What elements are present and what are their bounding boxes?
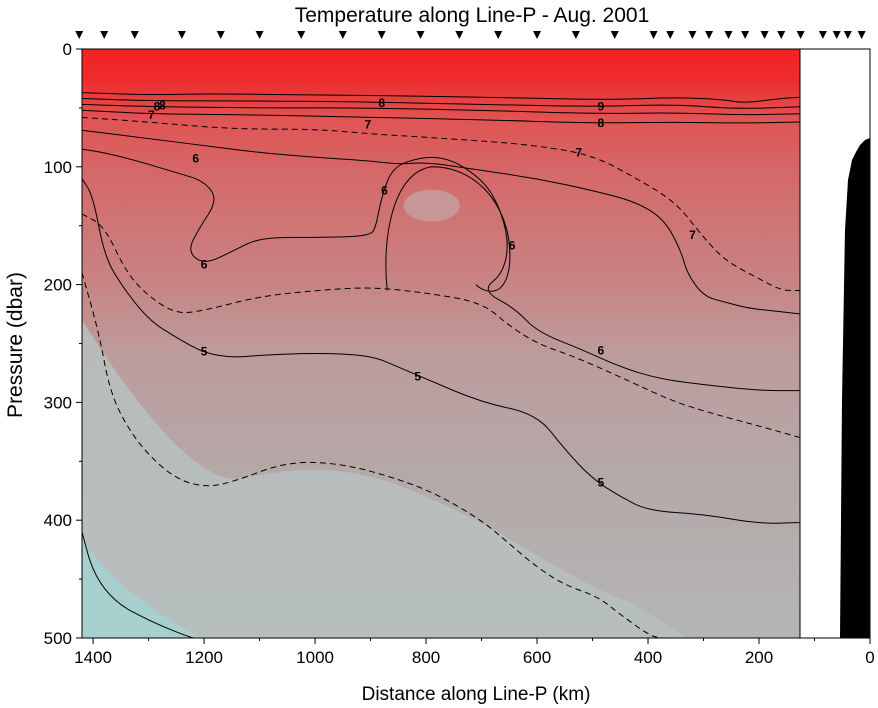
contour-9	[82, 92, 801, 103]
station-marker	[741, 31, 750, 39]
station-marker	[571, 31, 580, 39]
y-tick-label: 300	[44, 393, 72, 412]
contour-label: 6	[598, 344, 605, 358]
station-marker	[610, 31, 619, 39]
contour-6	[82, 148, 801, 392]
station-marker	[843, 31, 852, 39]
x-tick-label: 1200	[185, 648, 223, 667]
y-tick-label: 100	[44, 158, 72, 177]
contour-4-5	[82, 272, 660, 638]
chart-title: Temperature along Line-P - Aug. 2001	[295, 4, 650, 27]
contour-5-5	[82, 213, 801, 439]
y-axis-label: Pressure (dbar)	[4, 272, 27, 418]
station-marker	[857, 31, 866, 39]
x-tick-label: 600	[523, 648, 551, 667]
contour-label: 5	[414, 369, 421, 383]
contour-8-5	[82, 97, 801, 109]
station-marker	[818, 31, 827, 39]
station-marker	[777, 31, 786, 39]
station-marker	[688, 31, 697, 39]
contour-label: 5	[201, 345, 208, 359]
contour-label: 6	[192, 152, 199, 166]
cool-water-region	[82, 319, 687, 638]
contour-label: 8	[159, 99, 166, 113]
station-marker	[377, 31, 386, 39]
contour-label: 7	[148, 108, 155, 122]
station-marker	[216, 31, 225, 39]
x-tick-label: 1000	[296, 648, 334, 667]
bathymetry-shelf	[840, 138, 870, 638]
station-marker	[649, 31, 658, 39]
contour-lines	[82, 92, 801, 638]
x-axis-label: Distance along Line-P (km)	[362, 684, 591, 705]
station-marker	[177, 31, 186, 39]
contour-label: 7	[364, 117, 371, 131]
eddy-contour	[385, 166, 511, 292]
contour-label: 8	[378, 96, 385, 110]
contour-label: 7	[689, 228, 696, 242]
x-tick-label: 800	[412, 648, 440, 667]
contour-label: 5	[598, 476, 605, 490]
contour-label: 7	[575, 146, 582, 160]
station-marker	[255, 31, 264, 39]
station-marker	[533, 31, 542, 39]
x-tick-label: 200	[745, 648, 773, 667]
contour-label: 9	[598, 100, 605, 114]
y-axis: 0 100 200 300 400 500	[44, 40, 82, 648]
x-tick-label: 400	[634, 648, 662, 667]
station-marker	[338, 31, 347, 39]
y-tick-label: 400	[44, 511, 72, 530]
station-markers	[75, 31, 866, 39]
contour-label: 6	[381, 183, 388, 197]
contour-4	[82, 531, 194, 638]
contour-5	[82, 178, 801, 524]
station-marker	[130, 31, 139, 39]
station-marker	[455, 31, 464, 39]
y-tick-label: 500	[44, 629, 72, 648]
contour-label: 6	[201, 258, 208, 272]
temperature-field	[82, 49, 801, 638]
station-marker	[705, 31, 714, 39]
station-marker	[494, 31, 503, 39]
contour-label: 8	[154, 100, 161, 114]
station-marker	[724, 31, 733, 39]
station-marker	[297, 31, 306, 39]
station-marker	[760, 31, 769, 39]
contour-label: 6	[509, 239, 516, 253]
cold-water-region	[82, 540, 200, 638]
station-marker	[832, 31, 841, 39]
station-marker	[100, 31, 109, 39]
station-marker	[666, 31, 675, 39]
contour-label: 8	[598, 116, 605, 130]
cool-eddy-patch	[403, 189, 460, 222]
station-marker	[796, 31, 805, 39]
contour-8	[82, 103, 801, 116]
station-marker	[75, 31, 84, 39]
x-tick-label: 0	[865, 648, 874, 667]
contour-7-5	[82, 109, 801, 124]
y-tick-label: 0	[63, 40, 72, 59]
x-tick-label: 1400	[74, 648, 112, 667]
x-axis: 1400 1200 1000 800 600 400 200 0	[74, 638, 875, 667]
contour-6-5	[82, 129, 801, 315]
contour-7	[82, 116, 801, 291]
y-tick-label: 200	[44, 276, 72, 295]
station-marker	[416, 31, 425, 39]
